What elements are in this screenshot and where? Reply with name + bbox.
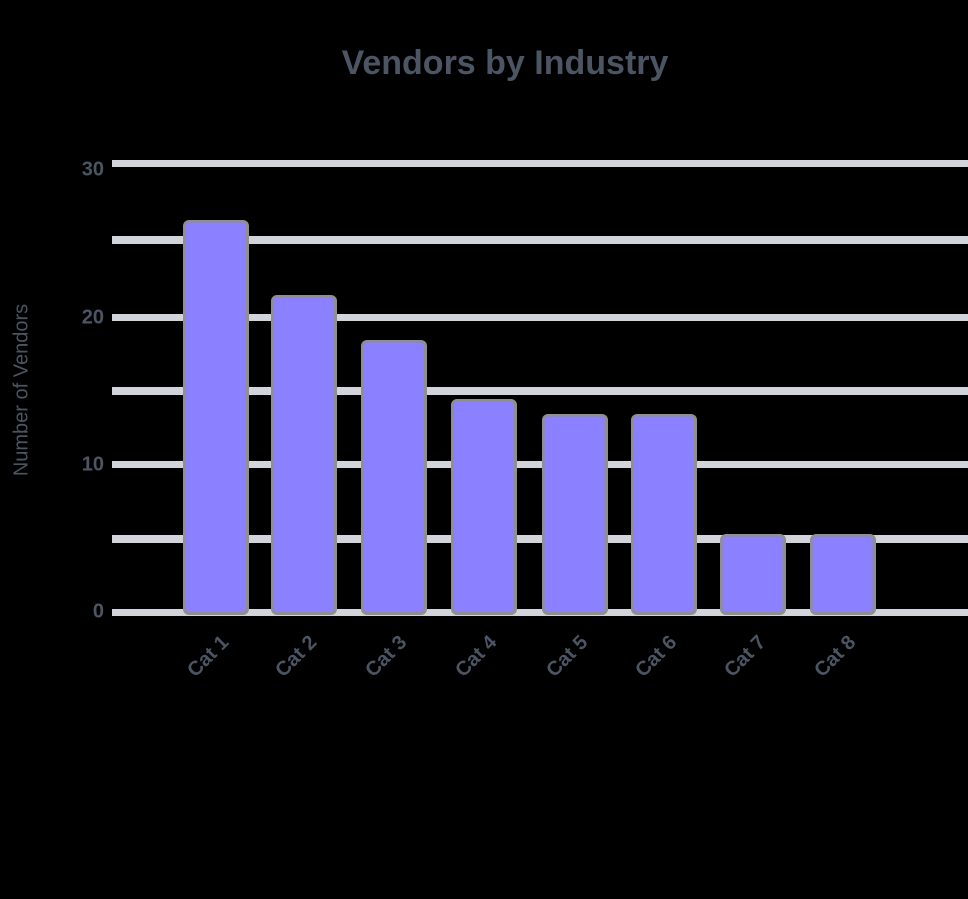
bar [364, 342, 424, 612]
gridline-0 [112, 609, 968, 616]
gridline-5 [112, 535, 968, 543]
bar [813, 537, 873, 612]
y-tick-30: 30 [81, 158, 104, 181]
chart-title: Vendors by Industry [341, 44, 669, 82]
y-axis-label: Number of Vendors [10, 303, 33, 477]
gridline-25 [112, 236, 968, 244]
gridline-20 [112, 314, 968, 321]
bar [186, 222, 246, 612]
bar [274, 297, 334, 612]
bar [454, 402, 514, 612]
bar [545, 417, 605, 612]
bar [634, 417, 694, 612]
y-tick-10: 10 [81, 453, 104, 476]
gridline-15 [112, 387, 968, 395]
bar [723, 537, 783, 612]
gridline-10 [112, 461, 968, 468]
y-tick-20: 20 [81, 306, 104, 329]
gridline-30 [112, 160, 968, 167]
plot-area [112, 0, 968, 899]
y-tick-0: 0 [92, 600, 104, 623]
